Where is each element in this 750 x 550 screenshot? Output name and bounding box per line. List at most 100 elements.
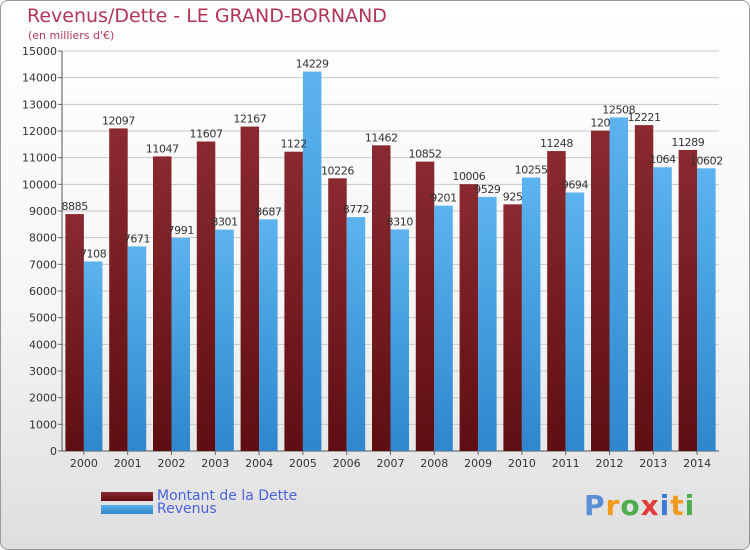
x-tick-label: 2012 [596, 457, 624, 470]
x-tick-label: 2008 [420, 457, 448, 470]
data-label-revenus-2012: 12508 [602, 103, 635, 116]
data-label-revenus-2011: 9694 [562, 178, 589, 191]
bar-dette-2009 [459, 184, 479, 451]
bar-revenus-2002 [171, 237, 190, 451]
legend-swatch-revenus [101, 504, 153, 514]
y-tick-label: 1000 [29, 418, 57, 431]
x-tick-label: 2004 [245, 457, 273, 470]
data-label-dette-2009: 10006 [452, 170, 485, 183]
bar-dette-2003 [196, 141, 216, 452]
bar-revenus-2007 [390, 229, 409, 451]
data-label-dette-2008: 10852 [409, 148, 442, 161]
y-tick-label: 9000 [29, 205, 57, 218]
bar-revenus-2005 [302, 71, 322, 451]
y-tick-label: 8000 [29, 232, 57, 245]
y-tick-label: 11000 [22, 152, 57, 165]
data-label-revenus-2009: 9529 [474, 183, 501, 196]
logo-letter: t [670, 489, 685, 522]
x-tick-label: 2007 [377, 457, 405, 470]
logo-letter: i [659, 489, 671, 522]
x-tick-label: 2000 [70, 457, 98, 470]
x-tick-label: 2005 [289, 457, 317, 470]
legend-swatch-dette [101, 491, 153, 501]
data-label-revenus-2001: 7671 [124, 232, 150, 245]
data-label-revenus-2014: 10602 [690, 154, 723, 167]
data-label-revenus-2004: 8687 [255, 205, 282, 218]
y-tick-label: 13000 [22, 98, 57, 111]
bar-dette-2005 [284, 151, 303, 451]
data-label-dette-2001: 12097 [102, 114, 135, 127]
bar-dette-2012 [591, 130, 610, 451]
x-tick-label: 2009 [464, 457, 492, 470]
axis-layer: 0 1000 2000 3000 4000 5000 6000 7000 8000 9000 100… [22, 45, 719, 470]
data-label-dette-2011: 11248 [540, 137, 573, 150]
bar-revenus-2011 [565, 192, 585, 451]
data-label-dette-2002: 11047 [146, 142, 179, 155]
bar-dette-2011 [547, 151, 566, 451]
bar-revenus-2014 [697, 168, 716, 451]
y-tick-label: 15000 [22, 45, 57, 58]
bar-revenus-2013 [653, 167, 672, 452]
logo-letter: i [684, 489, 696, 522]
y-tick-label: 5000 [29, 312, 57, 325]
data-labels-layer: 8885 7108 12097 7671 11047 7991 11607 8301 12167… [61, 58, 723, 261]
y-tick-label: 2000 [29, 392, 57, 405]
proxiti-logo: Proxiti [584, 489, 695, 522]
data-label-dette-2006: 10226 [321, 164, 354, 177]
data-label-revenus-2007: 8310 [387, 215, 414, 228]
data-label-dette-2007: 11462 [365, 131, 398, 144]
data-label-revenus-2010: 10255 [515, 164, 548, 177]
bar-revenus-2001 [127, 246, 147, 451]
x-tick-label: 2014 [683, 457, 711, 470]
y-tick-label: 0 [50, 445, 57, 458]
data-label-revenus-2006: 8772 [343, 203, 369, 216]
bar-dette-2008 [415, 161, 435, 451]
bar-dette-2007 [372, 145, 391, 451]
bar-revenus-2010 [521, 177, 541, 452]
logo-letter: r [605, 489, 621, 522]
y-tick-label: 4000 [29, 338, 57, 351]
bar-revenus-2012 [609, 117, 628, 451]
x-tick-label: 2013 [639, 457, 667, 470]
y-tick-label: 14000 [22, 72, 57, 85]
y-tick-label: 12000 [22, 125, 57, 138]
data-label-revenus-2003: 8301 [211, 216, 237, 229]
bar-revenus-2006 [346, 217, 366, 451]
bar-dette-2014 [678, 149, 698, 451]
legend-label-dette: Montant de la Dette [157, 488, 298, 504]
bars-layer [65, 71, 716, 452]
bar-revenus-2008 [434, 205, 453, 451]
logo-letter: o [620, 489, 641, 522]
data-label-revenus-2000: 7108 [80, 247, 107, 260]
data-label-revenus-2002: 7991 [168, 224, 194, 237]
bar-revenus-2000 [83, 261, 103, 451]
legend-item-dette: Montant de la Dette [101, 488, 297, 504]
y-tick-label: 6000 [29, 285, 57, 298]
data-label-dette-2010: 925 [503, 190, 523, 203]
bar-revenus-2003 [215, 229, 234, 451]
data-label-dette-2003: 11607 [190, 127, 223, 140]
x-tick-label: 2001 [114, 457, 142, 470]
legend-item-revenus: Revenus [101, 501, 217, 517]
bar-dette-2006 [328, 178, 347, 451]
data-label-revenus-2008: 9201 [430, 192, 456, 205]
data-label-dette-2013: 12221 [628, 111, 661, 124]
x-tick-label: 2011 [552, 457, 580, 470]
data-label-dette-2012: 120 [590, 117, 610, 130]
bar-dette-2000 [65, 214, 84, 451]
bar-dette-2010 [503, 204, 522, 451]
data-label-dette-2014: 11289 [671, 136, 704, 149]
bar-dette-2013 [634, 125, 654, 452]
data-label-dette-2000: 8885 [61, 200, 88, 213]
bar-dette-2002 [153, 156, 172, 451]
x-tick-label: 2003 [201, 457, 229, 470]
logo-letter: P [584, 489, 606, 522]
chart-subtitle: (en milliers d'€) [28, 29, 115, 42]
y-tick-label: 3000 [29, 365, 57, 378]
y-tick-label: 7000 [29, 258, 57, 271]
data-label-revenus-2005: 14229 [296, 58, 329, 71]
bar-dette-2004 [240, 126, 260, 452]
logo-letter: x [640, 489, 660, 522]
